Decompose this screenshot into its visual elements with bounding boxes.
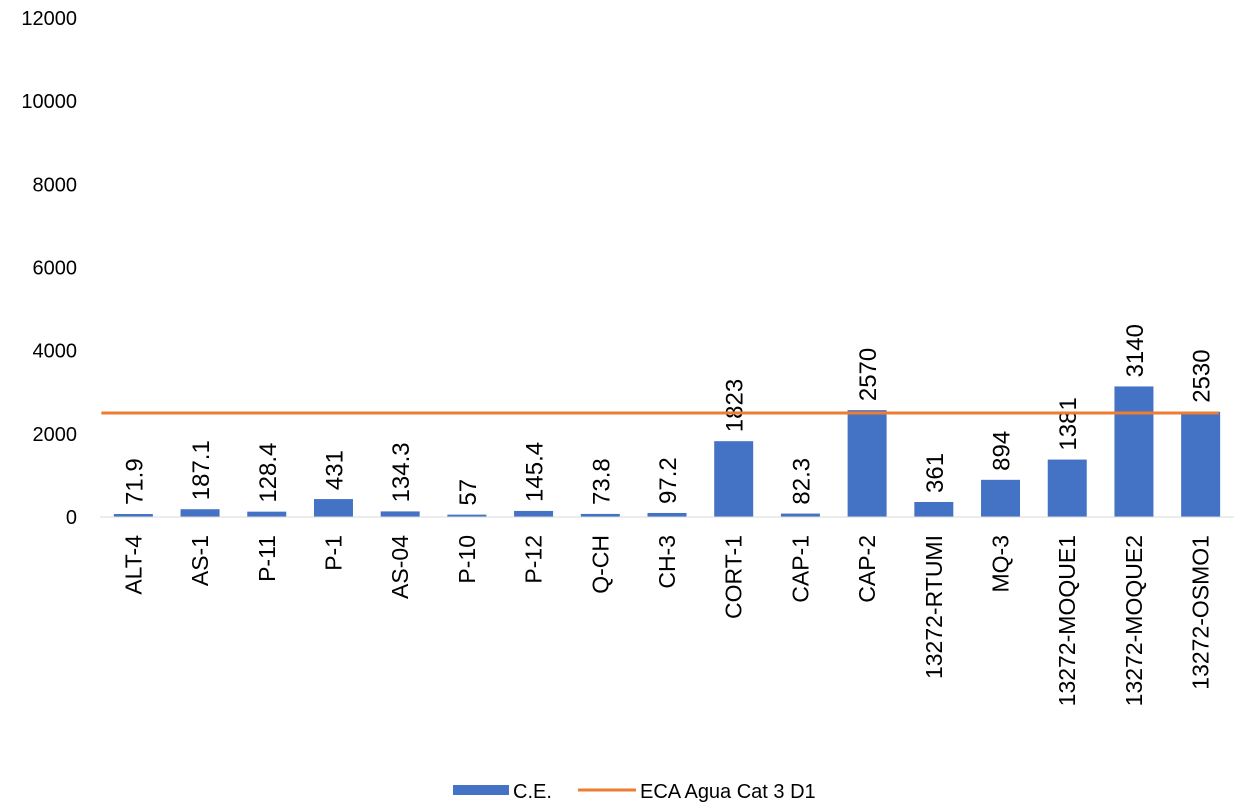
x-tick-label: 13272-RTUMI [921,535,947,679]
data-label: 82.3 [788,458,815,505]
x-tick-label: P-10 [454,535,480,584]
x-axis: ALT-4 AS-1 P-11 P-1 AS-04 P-10 P-12 Q-CH CH-3 COR… [100,516,1234,706]
bar [1047,459,1087,517]
x-tick-label: 13272-MOQUE1 [1054,535,1080,706]
y-tick-label: 8000 [33,174,78,196]
x-tick-label: P-1 [320,535,346,571]
data-label: 2570 [855,348,882,401]
data-label: 71.9 [121,458,148,505]
bar [981,479,1021,517]
y-tick-label: 2000 [33,424,78,446]
data-label: 1823 [722,379,749,432]
y-tick-label: 12000 [21,8,77,30]
bar [180,509,220,517]
x-tick-label: 13272-OSMO1 [1188,535,1214,690]
x-tick-label: AS-1 [187,535,213,586]
bar [514,510,554,517]
x-tick-label: CH-3 [654,535,680,589]
data-label: 97.2 [655,457,682,504]
data-label: 894 [989,431,1016,471]
legend: C.E. ECA Agua Cat 3 D1 [453,781,816,803]
y-tick-label: 0 [66,507,77,529]
bar [313,499,353,517]
bar [714,441,754,517]
bar [1114,386,1154,517]
data-label: 128.4 [255,443,282,503]
data-label: 361 [922,453,949,493]
x-tick-label: P-11 [254,535,280,582]
data-label: 134.3 [388,442,415,502]
x-tick-label: 13272-MOQUE2 [1121,535,1147,706]
bar [380,511,420,517]
bar [647,512,687,517]
bar [914,501,954,517]
bar [1181,411,1221,517]
data-label: 3140 [1122,324,1149,377]
data-label: 57 [455,479,482,506]
y-tick-label: 4000 [33,341,78,363]
y-tick-label: 10000 [21,91,77,113]
y-tick-label: 6000 [33,258,78,280]
x-tick-label: Q-CH [587,535,613,594]
legend-bar-swatch [453,785,509,795]
x-tick-label: CAP-1 [787,535,813,603]
x-tick-label: MQ-3 [988,535,1014,593]
bar [113,514,153,517]
bar [847,410,887,517]
x-tick-label: ALT-4 [120,535,146,595]
data-label: 431 [321,450,348,490]
bar-series [113,386,1221,517]
x-tick-label: CAP-2 [854,535,880,603]
x-tick-label: CORT-1 [721,535,747,619]
bar [247,511,287,517]
legend-bar-label: C.E. [513,781,552,803]
data-label: 2530 [1189,349,1216,402]
bar [447,514,487,517]
data-label: 145.4 [522,442,549,502]
data-labels: 71.9 187.1 128.4 431 134.3 57 145.4 73.8 97.2 182… [121,324,1215,506]
bar [580,513,620,517]
bar [780,513,820,517]
data-label: 1381 [1055,397,1082,450]
x-tick-label: P-12 [521,535,547,584]
legend-line-label: ECA Agua Cat 3 D1 [640,781,816,803]
y-axis: 0 2000 4000 6000 8000 10000 12000 [21,8,77,529]
data-label: 187.1 [188,440,215,500]
x-tick-label: AS-04 [387,535,413,599]
data-label: 73.8 [588,458,615,505]
